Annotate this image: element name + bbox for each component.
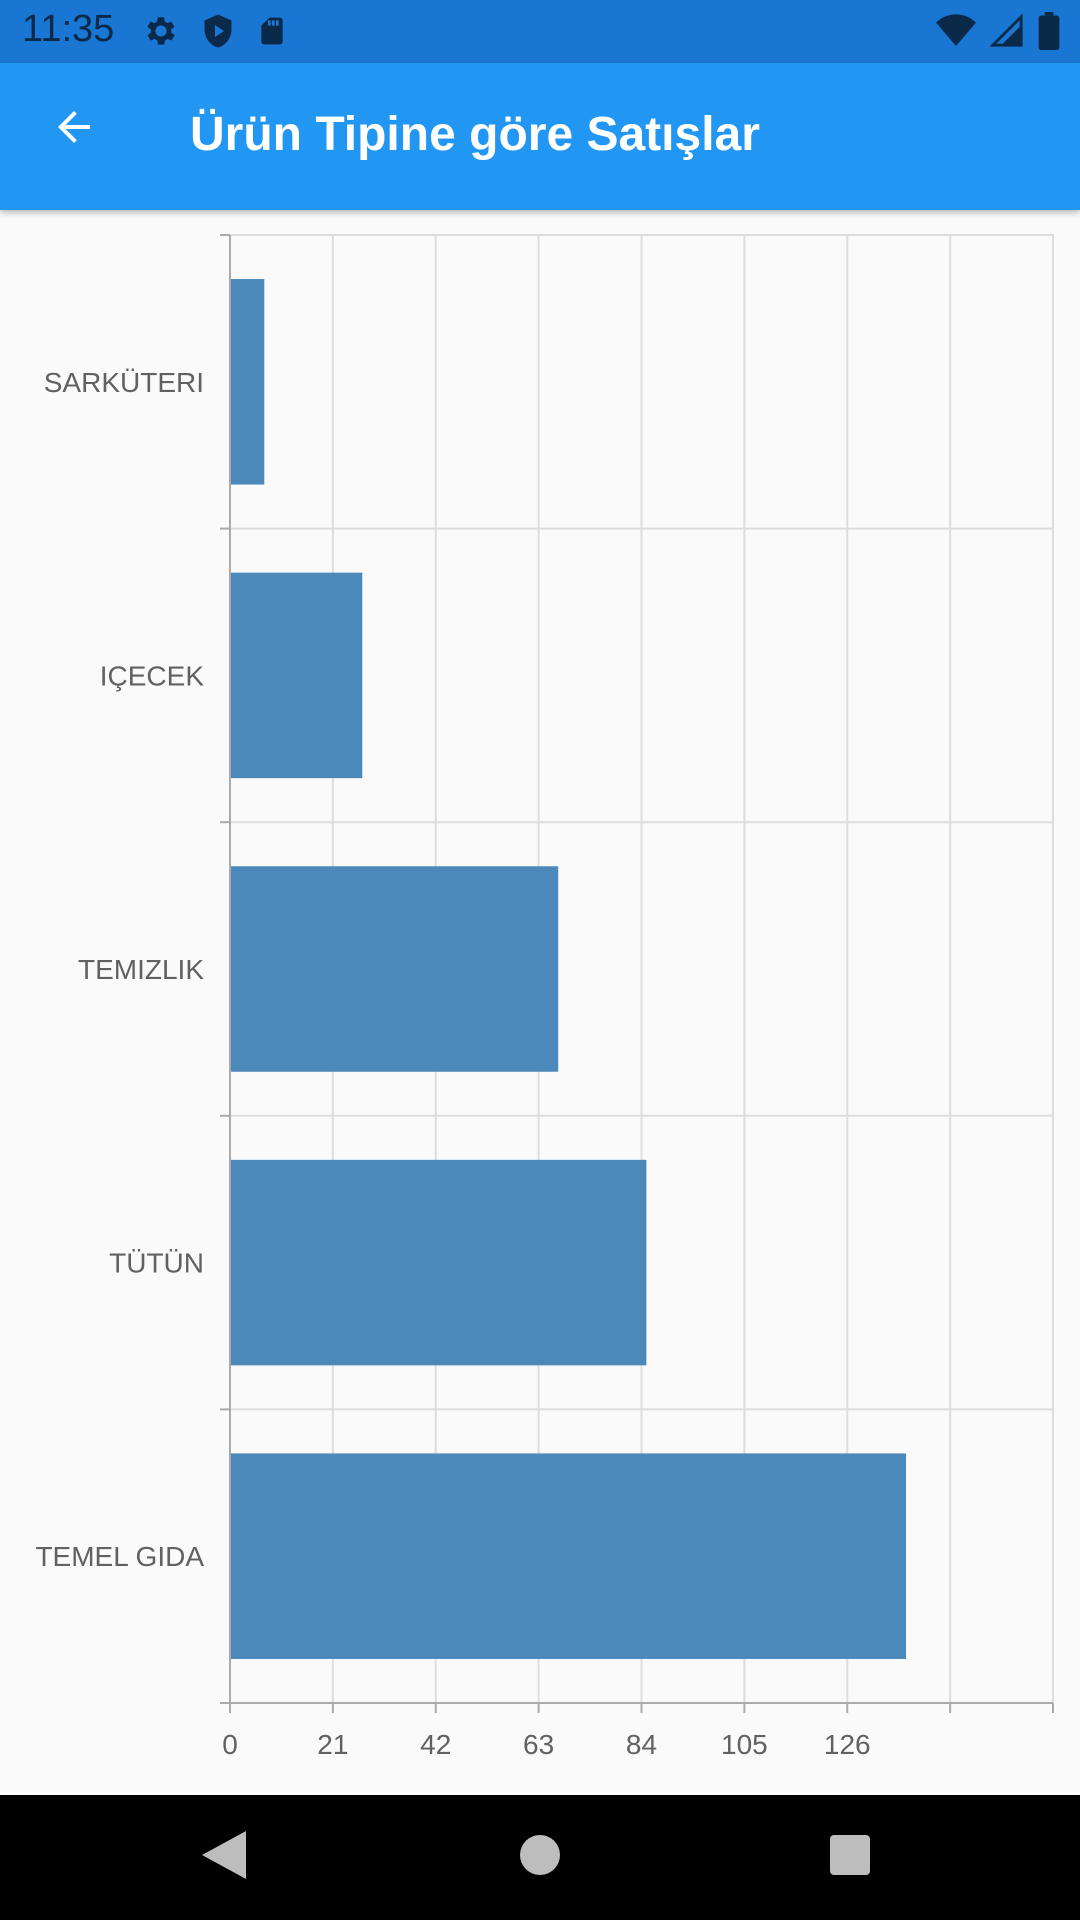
sd-card-icon <box>256 12 288 55</box>
y-tick-label: TEMIZLIK <box>78 954 204 985</box>
app-bar: Ürün Tipine göre Satışlar <box>0 63 1080 210</box>
bar <box>230 1453 907 1659</box>
status-icons-left <box>142 12 288 55</box>
bar <box>230 1159 647 1366</box>
bar <box>230 866 559 1072</box>
y-tick-label: TÜTÜN <box>109 1248 204 1279</box>
battery-icon <box>1038 12 1060 55</box>
y-tick-label: SARKÜTERI <box>44 367 204 398</box>
shield-icon <box>200 12 236 55</box>
status-bar: 11:35 <box>0 0 1080 63</box>
x-tick-label: 105 <box>721 1729 768 1760</box>
recents-square-icon <box>830 1834 870 1880</box>
status-icons-right <box>936 12 1060 55</box>
bar <box>230 279 265 485</box>
y-tick-label: IÇECEK <box>100 660 205 691</box>
wifi-icon <box>936 13 976 54</box>
y-tick-label: TEMEL GIDA <box>35 1541 204 1572</box>
nav-back-button[interactable] <box>192 1825 256 1889</box>
bar <box>230 572 363 779</box>
chart-area: SARKÜTERI IÇECEK TEMIZLIK TÜTÜN TEMEL GIDA 0 2… <box>0 210 1080 1795</box>
arrow-back-icon <box>50 103 98 156</box>
x-tick-label: 21 <box>317 1729 348 1760</box>
navigation-bar <box>0 1795 1080 1920</box>
x-tick-label: 42 <box>420 1729 451 1760</box>
cell-signal-icon <box>989 13 1024 54</box>
back-button[interactable] <box>38 93 110 165</box>
page-title: Ürün Tipine göre Satışlar <box>190 108 760 161</box>
gear-icon <box>142 12 180 55</box>
home-circle-icon <box>520 1834 560 1880</box>
x-tick-label: 0 <box>222 1729 238 1760</box>
x-tick-label: 63 <box>523 1729 554 1760</box>
back-triangle-icon <box>202 1830 246 1884</box>
nav-recents-button[interactable] <box>818 1825 882 1889</box>
nav-home-button[interactable] <box>508 1825 572 1889</box>
x-tick-label: 84 <box>626 1729 657 1760</box>
status-time: 11:35 <box>22 8 115 50</box>
bar-chart: SARKÜTERI IÇECEK TEMIZLIK TÜTÜN TEMEL GIDA 0 2… <box>35 234 1054 1760</box>
x-tick-label: 126 <box>824 1729 871 1760</box>
